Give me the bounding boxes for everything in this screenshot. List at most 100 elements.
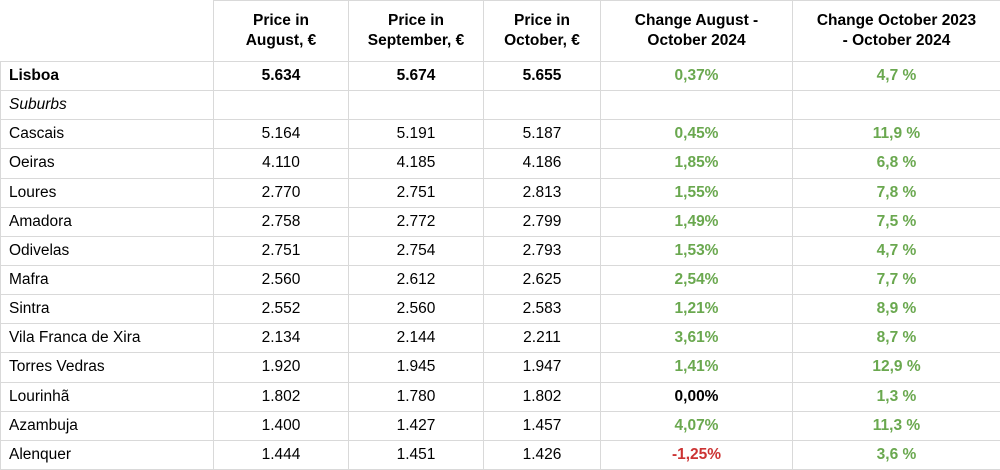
row-label: Suburbs: [0, 90, 214, 121]
change-aug-oct-cell: 1,41%: [600, 352, 793, 383]
change-aug-oct-cell: 0,00%: [600, 381, 793, 412]
price-august-cell: 5.634: [213, 60, 349, 92]
table-row: Amadora 2.758 2.772 2.799 1,49% 7,5 %: [0, 206, 1000, 237]
change-aug-oct-cell: 2,54%: [600, 264, 793, 296]
row-label: Lourinhã: [0, 381, 214, 412]
price-october-cell: 1.802: [483, 381, 601, 412]
price-october-cell: 1.457: [483, 410, 601, 441]
price-october-cell: 5.187: [483, 119, 601, 150]
column-header-change-oct2023-oct2024: Change October 2023 - October 2024: [792, 0, 1000, 62]
column-header-change-aug-oct: Change August - October 2024: [600, 0, 793, 62]
price-september-cell: 1.451: [348, 439, 484, 470]
change-aug-oct-cell: [600, 90, 793, 121]
corner-cell: [0, 0, 214, 62]
price-august-cell: 2.770: [213, 177, 349, 208]
price-september-cell: 2.144: [348, 323, 484, 354]
price-october-cell: [483, 90, 601, 121]
price-october-cell: 2.793: [483, 235, 601, 266]
price-september-cell: 4.185: [348, 148, 484, 179]
change-yoy-cell: 7,8 %: [792, 177, 1000, 208]
table-row: Sintra 2.552 2.560 2.583 1,21% 8,9 %: [0, 294, 1000, 325]
column-header-price-august: Price in August, €: [213, 0, 349, 62]
change-aug-oct-cell: 1,55%: [600, 177, 793, 208]
price-october-cell: 2.583: [483, 294, 601, 325]
change-yoy-cell: 4,7 %: [792, 235, 1000, 266]
price-september-cell: 5.191: [348, 119, 484, 150]
row-label: Cascais: [0, 119, 214, 150]
price-august-cell: 2.758: [213, 206, 349, 237]
price-august-cell: 1.802: [213, 381, 349, 412]
row-label: Alenquer: [0, 439, 214, 470]
price-august-cell: 4.110: [213, 148, 349, 179]
row-label: Mafra: [0, 264, 214, 296]
price-september-cell: 2.754: [348, 235, 484, 266]
change-yoy-cell: 1,3 %: [792, 381, 1000, 412]
table-row: Lourinhã 1.802 1.780 1.802 0,00% 1,3 %: [0, 381, 1000, 412]
change-aug-oct-cell: 0,45%: [600, 119, 793, 150]
price-october-cell: 2.813: [483, 177, 601, 208]
row-label: Amadora: [0, 206, 214, 237]
change-aug-oct-cell: 3,61%: [600, 323, 793, 354]
change-aug-oct-cell: 1,21%: [600, 294, 793, 325]
table-row: Odivelas 2.751 2.754 2.793 1,53% 4,7 %: [0, 235, 1000, 266]
change-yoy-cell: 11,3 %: [792, 410, 1000, 441]
column-header-price-september: Price in September, €: [348, 0, 484, 62]
table-row: Azambuja 1.400 1.427 1.457 4,07% 11,3 %: [0, 410, 1000, 441]
row-label: Loures: [0, 177, 214, 208]
price-august-cell: 2.552: [213, 294, 349, 325]
price-september-cell: 2.612: [348, 264, 484, 296]
table-body: Lisboa 5.634 5.674 5.655 0,37% 4,7 % Suburbs Ca…: [0, 60, 1000, 470]
price-september-cell: 1.945: [348, 352, 484, 383]
price-august-cell: 5.164: [213, 119, 349, 150]
table-header: Price in August, € Price in September, €…: [0, 0, 1000, 62]
column-header-price-october: Price in October, €: [483, 0, 601, 62]
price-october-cell: 2.799: [483, 206, 601, 237]
price-august-cell: 2.134: [213, 323, 349, 354]
row-label: Oeiras: [0, 148, 214, 179]
price-august-cell: 2.560: [213, 264, 349, 296]
change-yoy-cell: 7,5 %: [792, 206, 1000, 237]
price-september-cell: 2.772: [348, 206, 484, 237]
row-label: Torres Vedras: [0, 352, 214, 383]
row-label: Azambuja: [0, 410, 214, 441]
table-row: Cascais 5.164 5.191 5.187 0,45% 11,9 %: [0, 119, 1000, 150]
price-september-cell: 1.780: [348, 381, 484, 412]
change-yoy-cell: 12,9 %: [792, 352, 1000, 383]
price-october-cell: 1.947: [483, 352, 601, 383]
row-label: Vila Franca de Xira: [0, 323, 214, 354]
change-aug-oct-cell: -1,25%: [600, 439, 793, 470]
row-label: Odivelas: [0, 235, 214, 266]
price-october-cell: 2.211: [483, 323, 601, 354]
price-august-cell: 1.400: [213, 410, 349, 441]
table-row: Oeiras 4.110 4.185 4.186 1,85% 6,8 %: [0, 148, 1000, 179]
table-row: Mafra 2.560 2.612 2.625 2,54% 7,7 %: [0, 264, 1000, 296]
row-label: Sintra: [0, 294, 214, 325]
table-row: Lisboa 5.634 5.674 5.655 0,37% 4,7 %: [0, 60, 1000, 92]
change-aug-oct-cell: 0,37%: [600, 60, 793, 92]
price-september-cell: [348, 90, 484, 121]
table-row: Torres Vedras 1.920 1.945 1.947 1,41% 12,9 %: [0, 352, 1000, 383]
change-yoy-cell: 4,7 %: [792, 60, 1000, 92]
table-row: Suburbs: [0, 90, 1000, 121]
price-august-cell: 1.920: [213, 352, 349, 383]
change-yoy-cell: 8,9 %: [792, 294, 1000, 325]
price-august-cell: [213, 90, 349, 121]
price-september-cell: 5.674: [348, 60, 484, 92]
price-august-cell: 1.444: [213, 439, 349, 470]
row-label: Lisboa: [0, 60, 214, 92]
price-october-cell: 2.625: [483, 264, 601, 296]
table-row: Loures 2.770 2.751 2.813 1,55% 7,8 %: [0, 177, 1000, 208]
change-yoy-cell: 8,7 %: [792, 323, 1000, 354]
change-yoy-cell: [792, 90, 1000, 121]
price-september-cell: 2.751: [348, 177, 484, 208]
price-august-cell: 2.751: [213, 235, 349, 266]
price-september-cell: 1.427: [348, 410, 484, 441]
change-yoy-cell: 7,7 %: [792, 264, 1000, 296]
price-october-cell: 1.426: [483, 439, 601, 470]
table-row: Alenquer 1.444 1.451 1.426 -1,25% 3,6 %: [0, 439, 1000, 470]
table-row: Vila Franca de Xira 2.134 2.144 2.211 3,61% 8…: [0, 323, 1000, 354]
change-yoy-cell: 11,9 %: [792, 119, 1000, 150]
change-aug-oct-cell: 1,53%: [600, 235, 793, 266]
